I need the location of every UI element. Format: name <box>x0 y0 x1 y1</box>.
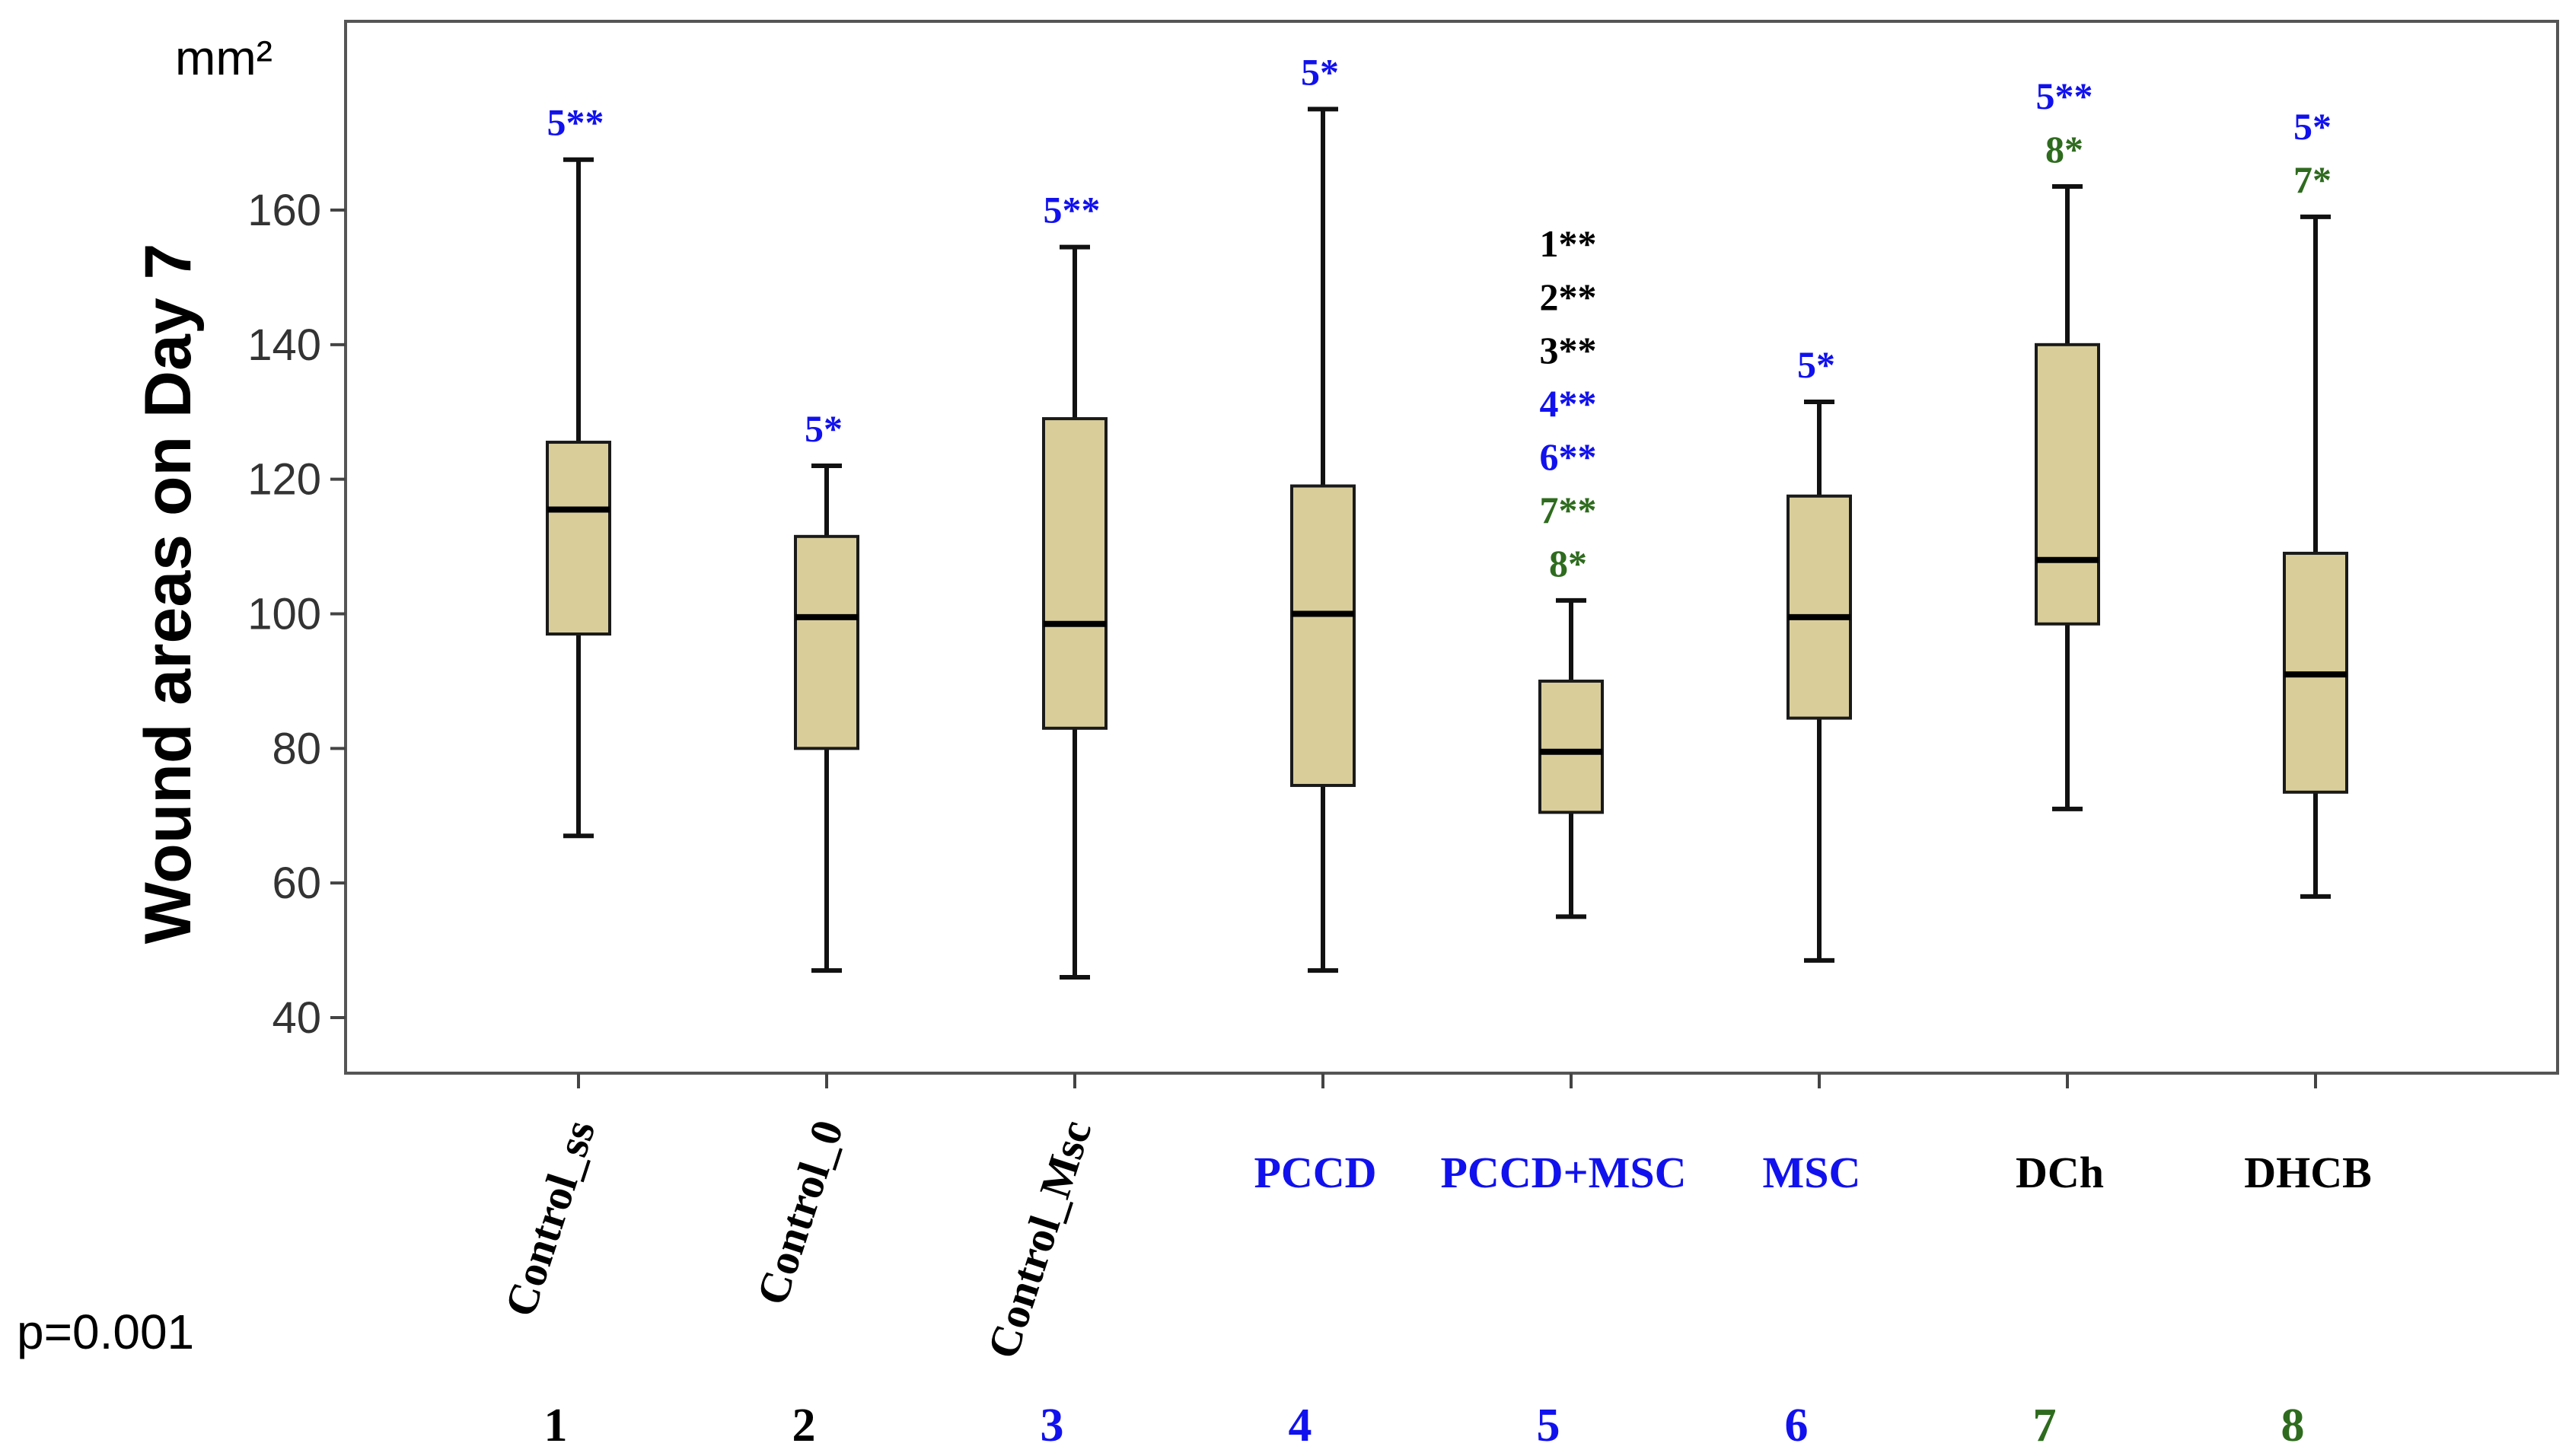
box-iqr <box>1538 679 1604 814</box>
significance-annotation: 5** <box>1044 189 1101 231</box>
box-iqr <box>2035 342 2100 626</box>
group-index: 2 <box>792 1400 816 1451</box>
box-group: 5** <box>546 101 611 839</box>
y-tick-label: 140 <box>247 320 321 370</box>
significance-annotation: 5** <box>2036 75 2093 117</box>
category-label: DHCB <box>2244 1148 2372 1197</box>
box-series: 5**5*5**5*1**2**3**4**6**7**8*5*5**8*5*7… <box>546 50 2348 980</box>
unit-label: mm² <box>175 30 273 85</box>
significance-annotation: 3** <box>1540 329 1597 371</box>
significance-annotation: 7* <box>2293 158 2332 201</box>
significance-annotation: 5* <box>1797 343 1835 386</box>
significance-annotation: 5* <box>2293 105 2332 148</box>
significance-annotation: 6** <box>1540 435 1597 478</box>
significance-annotation: 1** <box>1540 222 1597 265</box>
significance-annotation: 4** <box>1540 382 1597 425</box>
box-group: 5* <box>794 407 859 973</box>
significance-annotation: 8* <box>2045 128 2083 170</box>
y-tick-label: 40 <box>272 993 321 1043</box>
box-group: 5**8* <box>2035 75 2100 811</box>
plot-frame <box>344 20 2559 1075</box>
y-tick-label: 60 <box>272 859 321 908</box>
x-axis: Control_ss 1 Control_0 2 Control_Msc 3 PCCD 4 PC… <box>495 1073 2372 1451</box>
p-value-label: p=0.001 <box>17 1305 194 1359</box>
group-index: 7 <box>2033 1400 2057 1451</box>
box-group: 5** <box>1042 189 1108 980</box>
category-label: MSC <box>1763 1148 1861 1197</box>
significance-annotation: 5** <box>547 101 604 144</box>
box-group: 5*7* <box>2283 105 2348 899</box>
box-iqr <box>1290 484 1356 787</box>
box-group: 1** 2** 3** 4** 6** 7** 8* <box>1538 222 1604 919</box>
group-index: 4 <box>1289 1400 1312 1451</box>
category-label: Control_0 <box>747 1114 853 1311</box>
y-axis-title: Wound areas on Day 7 <box>132 244 205 945</box>
significance-annotation: 5* <box>805 407 843 450</box>
y-tick-label: 80 <box>272 724 321 773</box>
y-tick-label: 100 <box>247 590 321 639</box>
category-label: DCh <box>2016 1148 2104 1197</box>
box-group: 5* <box>1787 343 1852 963</box>
group-index: 3 <box>1041 1400 1064 1451</box>
group-index: 6 <box>1785 1400 1809 1451</box>
y-axis: 40 60 80 100 120 140 160 <box>247 186 346 1043</box>
category-label: Control_ss <box>495 1114 604 1322</box>
significance-annotation: 8* <box>1549 542 1587 585</box>
y-tick-label: 120 <box>247 455 321 505</box>
category-label: Control_Msc <box>977 1114 1101 1365</box>
significance-annotation: 7** <box>1540 489 1597 531</box>
group-index: 8 <box>2281 1400 2305 1451</box>
category-label: PCCD <box>1254 1148 1376 1197</box>
y-tick-label: 160 <box>247 186 321 235</box>
box-iqr <box>1042 417 1108 730</box>
box-iqr <box>794 534 859 750</box>
group-index: 5 <box>1537 1400 1560 1451</box>
box-iqr <box>1787 494 1852 720</box>
significance-annotation: 5* <box>1301 50 1339 93</box>
box-group: 5* <box>1290 50 1356 973</box>
box-iqr <box>546 441 611 636</box>
significance-annotation: 2** <box>1540 276 1597 318</box>
group-index: 1 <box>544 1400 568 1451</box>
category-label: PCCD+MSC <box>1440 1148 1686 1197</box>
